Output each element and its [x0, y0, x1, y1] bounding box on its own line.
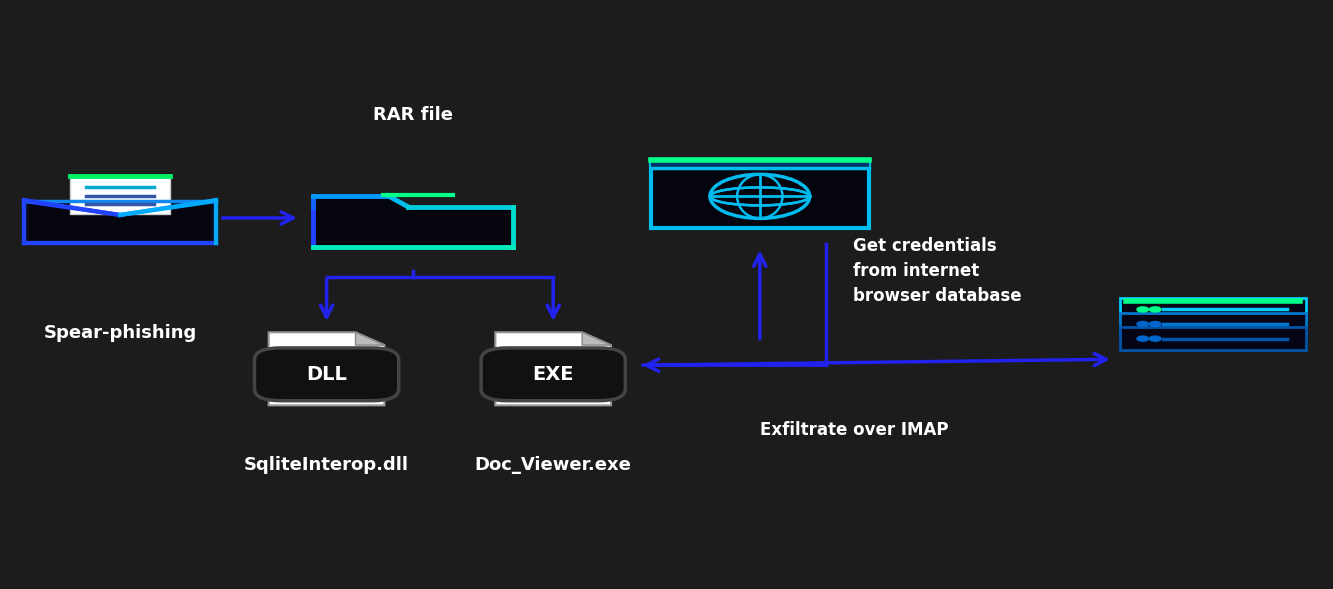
- Text: Doc_Viewer.exe: Doc_Viewer.exe: [475, 456, 632, 475]
- Circle shape: [1137, 322, 1149, 327]
- FancyBboxPatch shape: [313, 207, 513, 247]
- Polygon shape: [29, 203, 211, 241]
- FancyBboxPatch shape: [1120, 313, 1306, 335]
- Circle shape: [1149, 307, 1161, 312]
- Text: Spear-phishing: Spear-phishing: [44, 324, 196, 342]
- Text: SqliteInterop.dll: SqliteInterop.dll: [244, 456, 409, 475]
- Polygon shape: [24, 201, 216, 243]
- Polygon shape: [356, 332, 384, 345]
- Text: EXE: EXE: [532, 365, 575, 384]
- Polygon shape: [269, 332, 384, 405]
- Polygon shape: [71, 176, 169, 214]
- Polygon shape: [496, 332, 611, 405]
- Polygon shape: [313, 196, 404, 207]
- Text: DLL: DLL: [307, 365, 347, 384]
- FancyBboxPatch shape: [1120, 327, 1306, 350]
- Circle shape: [1149, 336, 1161, 341]
- Text: Exfiltrate over IMAP: Exfiltrate over IMAP: [760, 421, 948, 439]
- Text: RAR file: RAR file: [373, 105, 453, 124]
- FancyBboxPatch shape: [651, 160, 869, 229]
- Text: Get credentials
from internet
browser database: Get credentials from internet browser da…: [853, 237, 1022, 305]
- Circle shape: [1137, 336, 1149, 341]
- FancyBboxPatch shape: [255, 348, 399, 401]
- Polygon shape: [583, 332, 611, 345]
- Circle shape: [1137, 307, 1149, 312]
- Circle shape: [1149, 322, 1161, 327]
- FancyBboxPatch shape: [1120, 298, 1306, 320]
- FancyBboxPatch shape: [481, 348, 625, 401]
- FancyBboxPatch shape: [651, 160, 869, 168]
